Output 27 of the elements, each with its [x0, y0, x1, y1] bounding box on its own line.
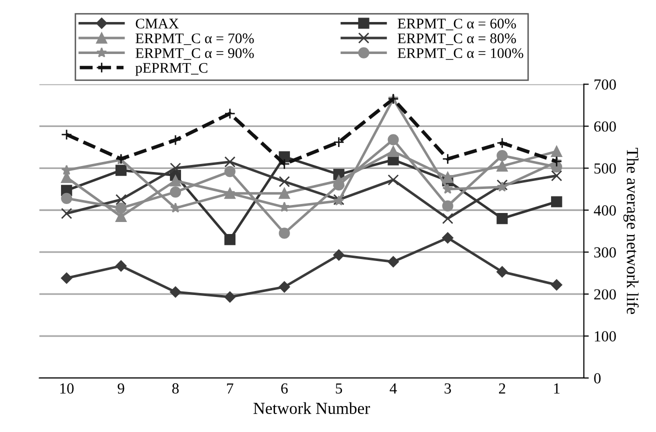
y-tick-label: 600	[594, 121, 616, 132]
y-tick-label: 200	[594, 289, 616, 300]
x-tick-label: 1	[554, 383, 560, 394]
x-tick-label: 10	[60, 383, 74, 394]
x-tick-label: 9	[118, 383, 124, 394]
y-tick-label: 400	[594, 205, 616, 216]
y-tick-label: 500	[594, 163, 616, 174]
x-tick-label: 3	[444, 383, 451, 394]
y-tick-label: 300	[594, 247, 616, 258]
y-tick-label: 100	[594, 331, 616, 342]
x-axis-title: Network Number	[254, 402, 370, 414]
y-axis-title: The average network life	[623, 148, 639, 314]
x-tick-label: 6	[281, 383, 288, 394]
legend-label: ERPMT_C α = 60%	[398, 18, 516, 30]
y-tick-label: 700	[594, 79, 616, 90]
x-tick-label: 7	[227, 383, 234, 394]
x-tick-label: 4	[390, 383, 397, 394]
legend-label: ERPMT_C α = 100%	[398, 48, 524, 60]
y-tick-label: 0	[594, 373, 601, 384]
x-tick-label: 2	[499, 383, 506, 394]
x-tick-label: 8	[172, 383, 179, 394]
legend-label: ERPMT_C α = 90%	[136, 48, 254, 60]
legend-label: ERPMT_C α = 70%	[136, 33, 254, 46]
x-tick-label: 5	[336, 383, 342, 394]
legend-label: CMAX	[136, 18, 179, 28]
legend-label: pEPRMT_C	[135, 63, 208, 76]
legend-label: ERPMT_C α = 80%	[398, 33, 516, 46]
